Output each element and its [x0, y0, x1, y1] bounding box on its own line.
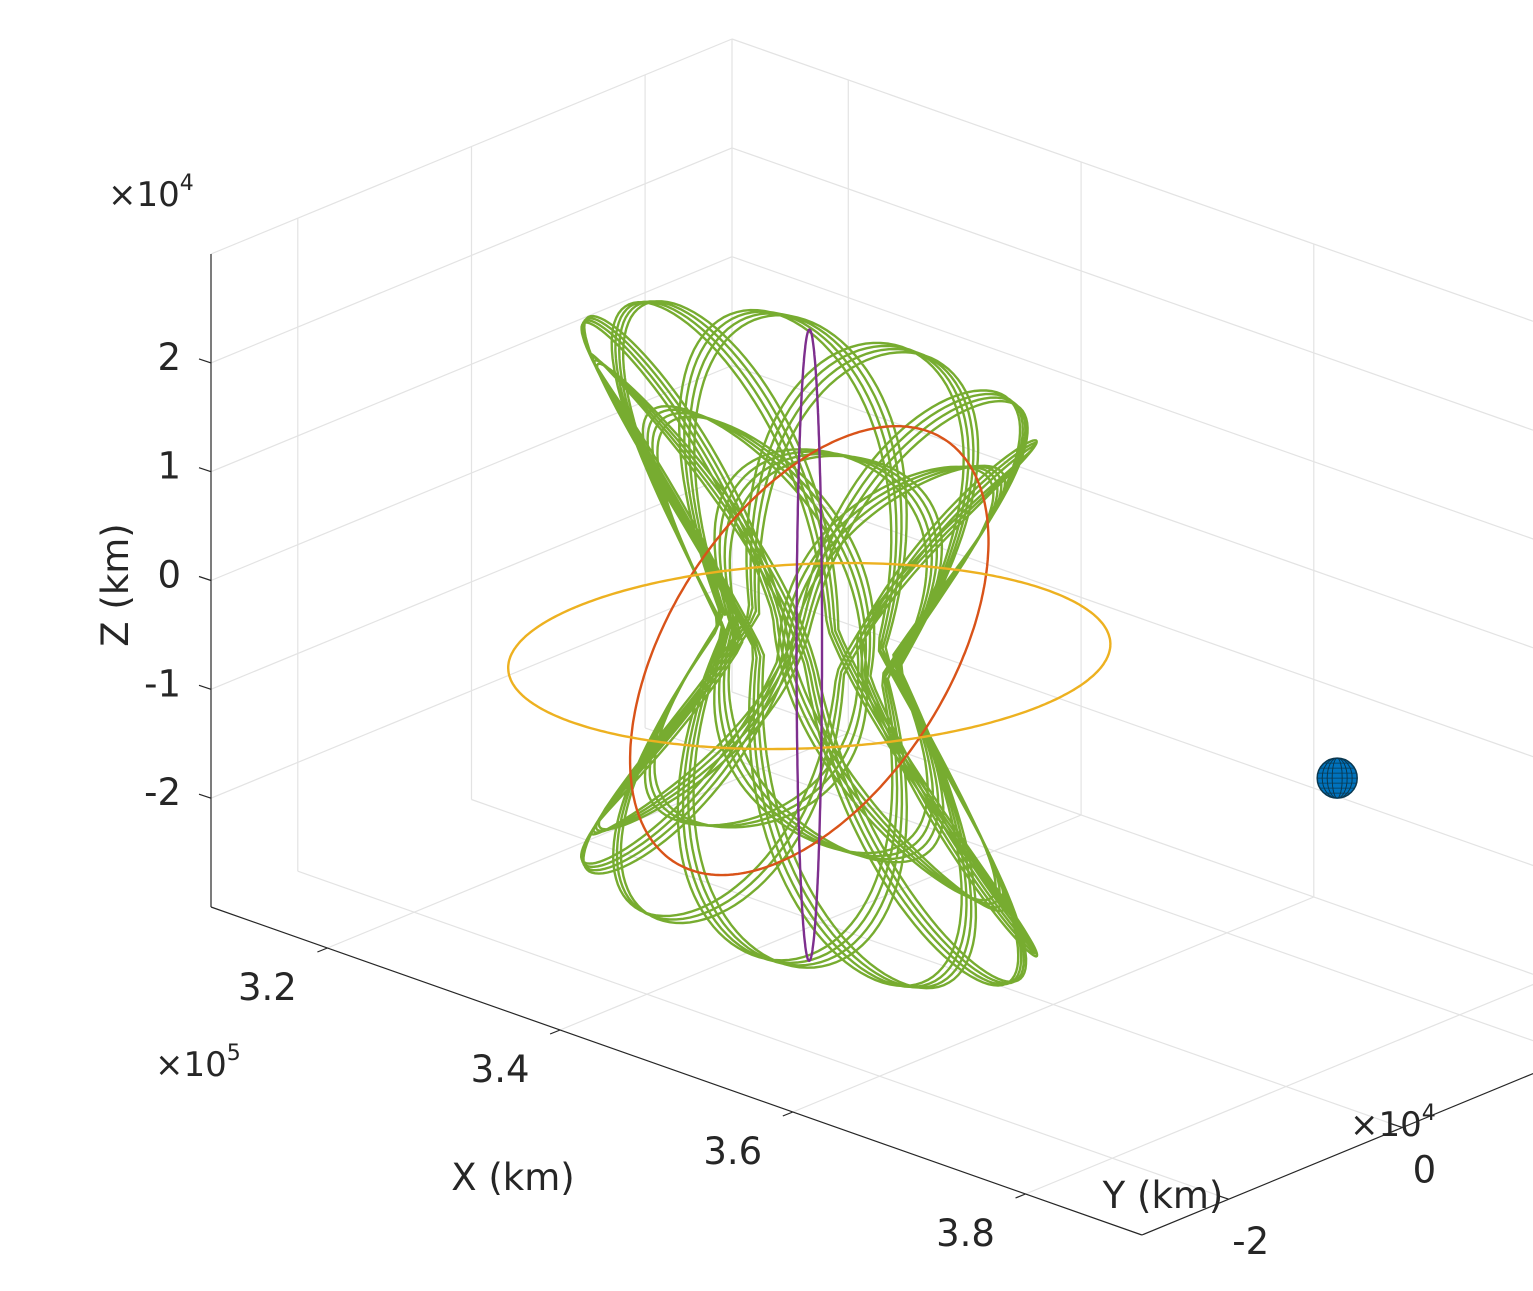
- z-tick-mark: [198, 575, 212, 582]
- z-multiplier: ×104: [108, 171, 194, 215]
- x-tick-label: 3.4: [471, 1048, 530, 1091]
- y-tick-mark: [1216, 1194, 1229, 1200]
- x-axis-label: X (km): [451, 1156, 574, 1199]
- x-multiplier: ×105: [155, 1041, 241, 1085]
- z-tick-mark: [198, 467, 212, 473]
- y-tick-label: -2: [1232, 1220, 1269, 1263]
- grid-line-y-floor: [471, 798, 1403, 1129]
- grid-line-z-wall: [731, 473, 1533, 758]
- orbit-curves: [507, 300, 1112, 990]
- grid-line-z-back: [210, 147, 733, 364]
- grid-edge: [210, 38, 733, 255]
- grid-line-z-back: [210, 256, 733, 473]
- tick-labels: 3.23.43.63.8-202210-1-2: [144, 336, 1437, 1263]
- moon-longitude-line: [1321, 757, 1353, 799]
- z-tick-mark: [198, 684, 212, 690]
- grid-line-y-floor: [644, 727, 1533, 1042]
- halo-orbit-series: [628, 425, 990, 877]
- z-tick-mark: [198, 358, 212, 364]
- lissajous-orbit-series: [579, 300, 1039, 990]
- grid-line-z-wall: [731, 364, 1533, 649]
- y-multiplier: ×104: [1350, 1101, 1436, 1145]
- x-tick-mark: [1015, 1193, 1026, 1199]
- grid-line-y-floor: [297, 870, 1229, 1200]
- z-tick-label: 0: [157, 554, 181, 597]
- x-tick-label: 3.8: [936, 1212, 995, 1255]
- grid-edge: [731, 38, 1533, 322]
- z-tick-label: -1: [144, 662, 181, 705]
- z-tick-label: 1: [157, 445, 181, 488]
- moon-sphere: [1316, 757, 1358, 799]
- axes: [198, 254, 1533, 1236]
- z-axis-label: Z (km): [94, 523, 137, 646]
- planar-orbit-series: [507, 561, 1112, 751]
- z-tick-mark: [198, 793, 212, 799]
- grid-line-z-wall: [731, 582, 1533, 867]
- vertical-orbit-series: [795, 328, 824, 962]
- x-tick-mark: [317, 947, 328, 953]
- y-tick-label: 0: [1413, 1149, 1437, 1192]
- grid-line-z-wall: [731, 256, 1533, 540]
- x-tick-mark: [549, 1029, 561, 1035]
- x-tick-mark: [782, 1111, 794, 1117]
- y-tick-mark: [1390, 1122, 1403, 1129]
- grid-edge: [731, 691, 1533, 975]
- x-tick-label: 3.2: [238, 966, 297, 1009]
- z-tick-label: -2: [144, 771, 181, 814]
- y-axis-label: Y (km): [1102, 1174, 1224, 1217]
- grid-line-x-floor: [1025, 983, 1533, 1195]
- grid-line-z-wall: [731, 147, 1533, 431]
- z-tick-label: 2: [157, 336, 181, 379]
- x-axis-line: [210, 906, 1143, 1236]
- grid-line-z-back: [210, 473, 733, 690]
- grid-line-z-back: [210, 582, 733, 799]
- x-tick-label: 3.6: [703, 1130, 762, 1173]
